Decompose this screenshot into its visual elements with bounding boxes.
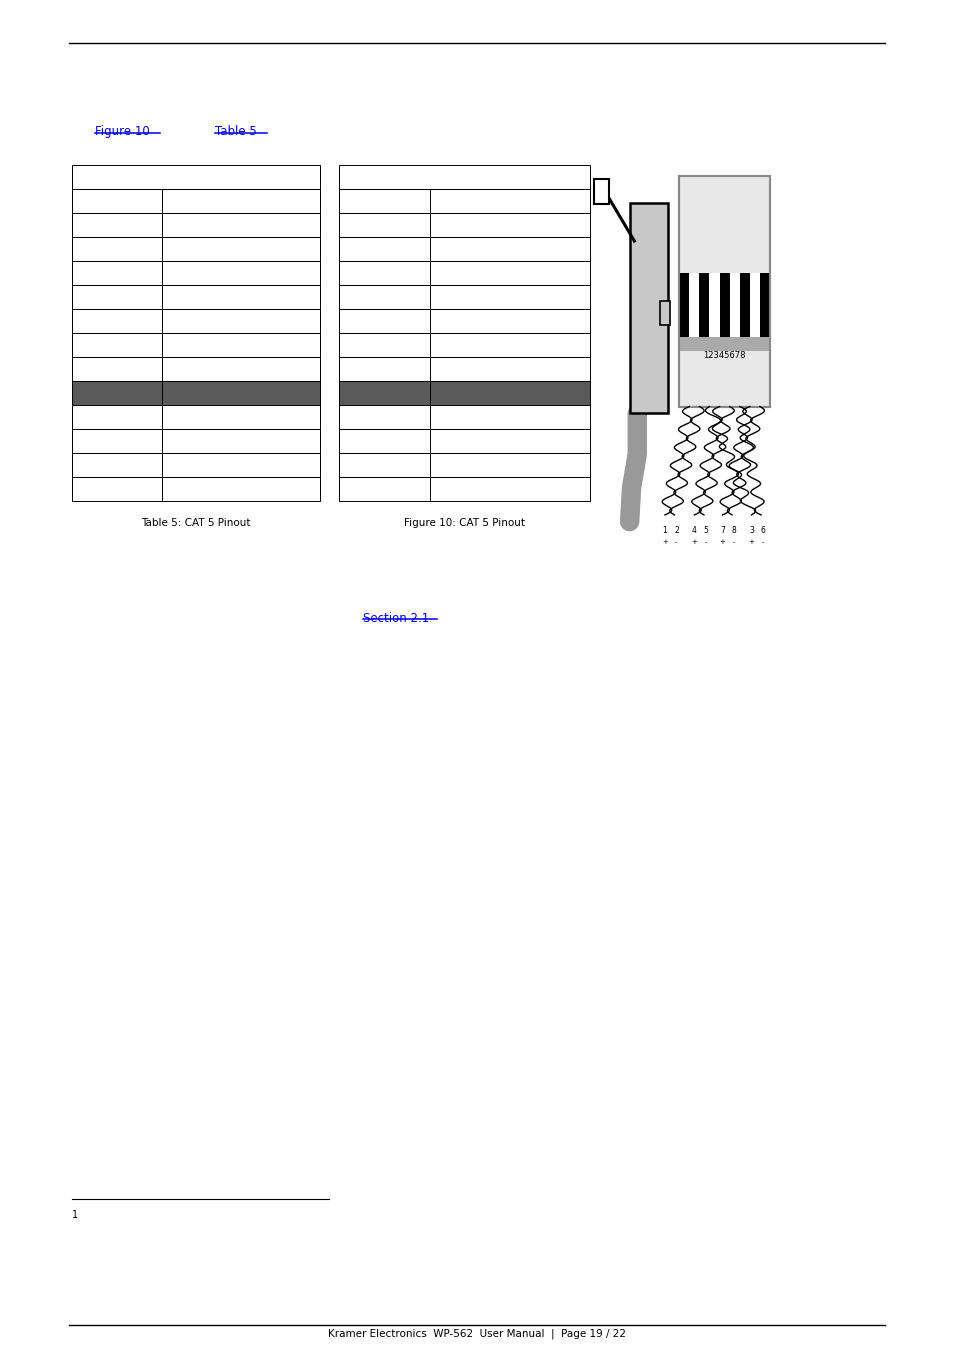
Bar [71, 309, 319, 333]
Bar [71, 454, 319, 477]
Bar [629, 203, 667, 413]
Bar [679, 337, 769, 351]
Bar [338, 262, 589, 286]
Bar [709, 272, 719, 337]
Bar [338, 405, 589, 430]
Bar [338, 213, 589, 237]
Bar [699, 272, 709, 337]
Bar [659, 301, 669, 325]
Text: Kramer Electronics  WP-562  User Manual  |  Page 19 / 22: Kramer Electronics WP-562 User Manual | … [328, 1328, 625, 1339]
Text: 1: 1 [71, 1210, 77, 1220]
Bar [679, 176, 769, 406]
Text: -: - [760, 539, 763, 545]
Bar [338, 190, 589, 213]
Bar [71, 165, 319, 190]
Bar [338, 237, 589, 262]
Text: +: + [661, 539, 667, 545]
Text: +: + [748, 539, 754, 545]
Bar [338, 286, 589, 309]
Bar [759, 272, 769, 337]
Bar [71, 358, 319, 381]
Text: Table 5: Table 5 [214, 125, 256, 138]
Bar [739, 272, 749, 337]
Text: 8: 8 [731, 526, 736, 535]
Bar [338, 381, 589, 405]
Text: 1: 1 [662, 526, 666, 535]
Bar [71, 430, 319, 454]
Bar [71, 381, 319, 405]
Bar [71, 213, 319, 237]
Text: +: + [691, 539, 697, 545]
Bar [338, 165, 589, 190]
Bar [71, 333, 319, 358]
Text: Section 2.1: Section 2.1 [362, 612, 428, 626]
Bar [71, 477, 319, 501]
Bar [338, 454, 589, 477]
Text: 3: 3 [748, 526, 753, 535]
Bar [729, 272, 739, 337]
Text: 7: 7 [720, 526, 724, 535]
Bar [338, 333, 589, 358]
Bar [338, 477, 589, 501]
Bar [719, 272, 729, 337]
Bar [71, 262, 319, 286]
Bar [679, 272, 689, 337]
Text: -: - [704, 539, 706, 545]
Text: Figure 10: CAT 5 Pinout: Figure 10: CAT 5 Pinout [403, 518, 524, 527]
Text: Figure 10: Figure 10 [95, 125, 150, 138]
Bar [679, 176, 769, 406]
Text: 4: 4 [691, 526, 696, 535]
Text: 12345678: 12345678 [702, 351, 745, 360]
Bar [594, 179, 608, 203]
Bar [71, 190, 319, 213]
Text: Table 5: CAT 5 Pinout: Table 5: CAT 5 Pinout [141, 518, 250, 527]
Text: 5: 5 [702, 526, 707, 535]
Text: -: - [732, 539, 735, 545]
Bar [338, 309, 589, 333]
Text: +: + [719, 539, 724, 545]
Text: -: - [675, 539, 677, 545]
Bar [71, 237, 319, 262]
Bar [689, 272, 699, 337]
Bar [338, 430, 589, 454]
Text: 2: 2 [674, 526, 678, 535]
Bar [71, 286, 319, 309]
Bar [71, 405, 319, 430]
Text: 6: 6 [760, 526, 764, 535]
Bar [338, 358, 589, 381]
Bar [749, 272, 759, 337]
